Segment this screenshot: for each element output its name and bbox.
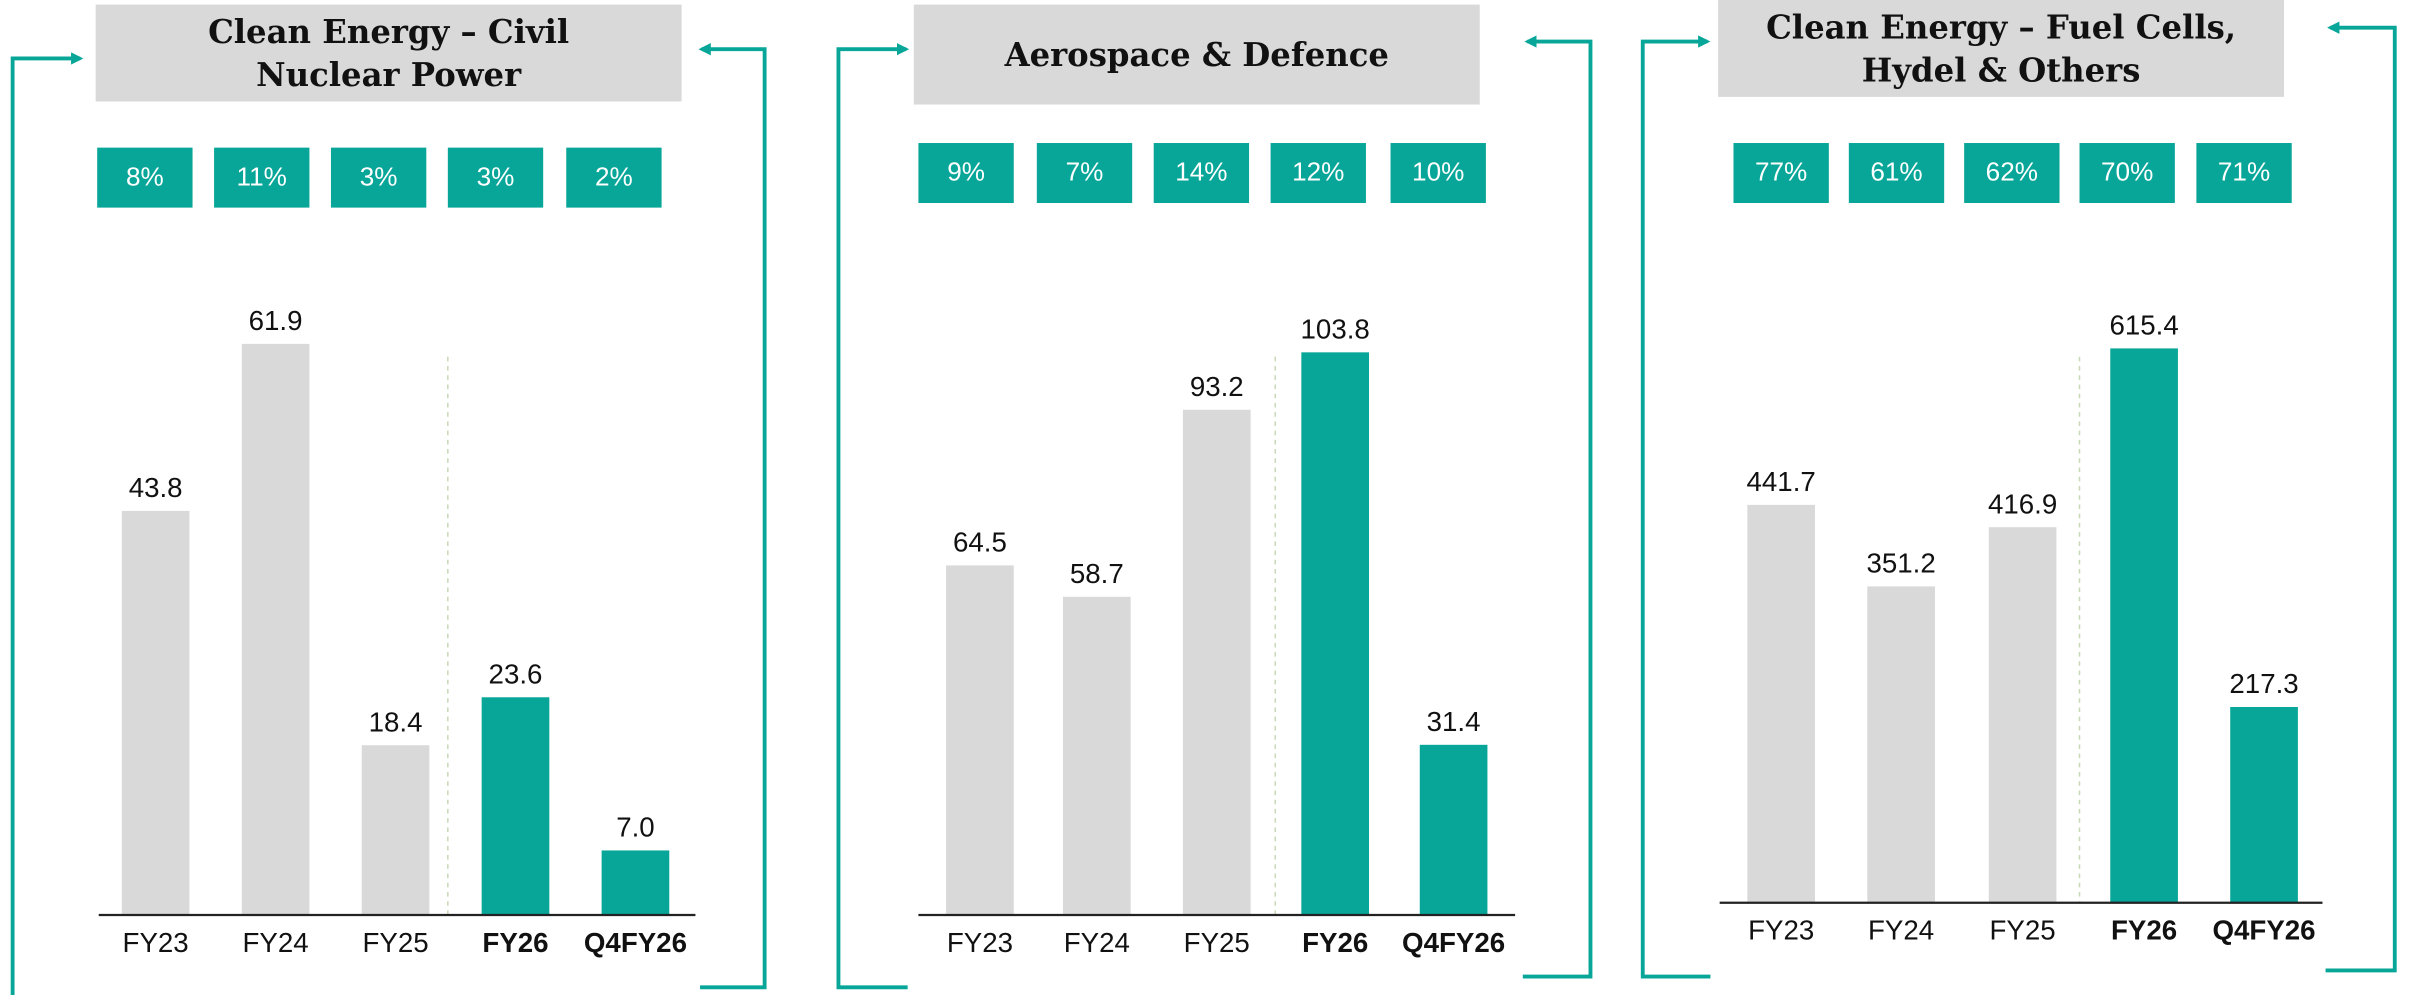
data-label: 18.4 xyxy=(369,706,423,737)
x-tick-label: FY24 xyxy=(243,927,309,958)
bar xyxy=(1062,596,1131,916)
bracket xyxy=(2325,21,2397,973)
x-tick-label: FY23 xyxy=(123,927,189,958)
share-box xyxy=(2196,143,2292,203)
bar xyxy=(1747,504,1815,903)
share-label: 9% xyxy=(947,157,985,187)
x-tick-label: FY26 xyxy=(1302,927,1368,958)
x-tick-label: FY25 xyxy=(1990,915,2056,946)
title-box xyxy=(95,4,682,102)
share-label: 14% xyxy=(1175,157,1227,187)
data-label: 103.8 xyxy=(1301,313,1370,344)
title-holder: Aerospace & Defence xyxy=(1004,34,1389,74)
data-label: 615.4 xyxy=(2109,310,2178,341)
data-label: 217.3 xyxy=(2229,668,2298,699)
title-box xyxy=(913,4,1480,105)
share-label: 7% xyxy=(1066,157,1104,187)
title-box xyxy=(1718,0,2285,97)
bar xyxy=(361,745,430,916)
x-tick-label: FY25 xyxy=(1184,927,1250,958)
share-label: 61% xyxy=(1870,157,1922,187)
data-label: 64.5 xyxy=(953,527,1007,558)
share-box xyxy=(1964,143,2060,203)
share-box xyxy=(330,147,427,208)
x-tick-label: FY26 xyxy=(2111,915,2177,946)
share-label: 11% xyxy=(237,161,287,191)
bracket xyxy=(10,52,84,995)
share-box xyxy=(97,147,193,208)
x-tick-label: Q4FY26 xyxy=(584,927,687,958)
share-box xyxy=(1036,143,1133,203)
share-label: 77% xyxy=(1755,157,1807,187)
share-box xyxy=(1733,143,1829,203)
share-label: 3% xyxy=(360,161,398,191)
x-tick-label: FY23 xyxy=(1748,915,1814,946)
share-label: 71% xyxy=(2218,157,2270,187)
share-box xyxy=(1270,143,1366,203)
share-label: 12% xyxy=(1292,157,1344,187)
bar xyxy=(1301,352,1370,916)
share-label: 8% xyxy=(126,161,164,191)
share-box xyxy=(1390,143,1486,203)
data-label: 61.9 xyxy=(249,305,303,336)
bracket xyxy=(1522,35,1593,979)
bar xyxy=(481,697,550,916)
share-box xyxy=(447,147,544,208)
bracket xyxy=(1640,35,1711,979)
data-label: 58.7 xyxy=(1070,558,1124,589)
bar xyxy=(2230,706,2298,903)
data-label: 7.0 xyxy=(616,812,654,843)
bar xyxy=(241,343,310,916)
share-label: 70% xyxy=(2101,157,2153,187)
title-holder: Clean Energy – Fuel Cells, Hydel & Other… xyxy=(1766,6,2237,89)
x-tick-label: FY23 xyxy=(947,927,1013,958)
data-label: 441.7 xyxy=(1747,466,1816,497)
share-box xyxy=(2079,143,2175,203)
title-holder: Clean Energy – Civil Nuclear Power xyxy=(208,11,570,94)
brackets xyxy=(10,21,2397,995)
bar xyxy=(1988,527,2057,903)
share-box xyxy=(1153,143,1250,203)
bracket xyxy=(836,43,910,990)
x-tick-label: FY24 xyxy=(1064,927,1130,958)
bar xyxy=(946,565,1014,916)
share-box xyxy=(918,143,1014,203)
share-label: 10% xyxy=(1412,157,1464,187)
share-label: 62% xyxy=(1986,157,2038,187)
share-label: 3% xyxy=(477,161,515,191)
data-label: 43.8 xyxy=(129,472,183,503)
share-label: 2% xyxy=(595,161,633,191)
data-label: 31.4 xyxy=(1427,706,1481,737)
data-label: 416.9 xyxy=(1988,488,2057,519)
bar xyxy=(601,850,670,916)
share-box xyxy=(566,147,662,208)
data-label: 351.2 xyxy=(1866,548,1935,579)
x-tick-label: Q4FY26 xyxy=(1402,927,1505,958)
x-tick-label: FY24 xyxy=(1868,915,1934,946)
share-box xyxy=(214,147,310,208)
chart-title: Clean Energy – Fuel Cells, Hydel & Other… xyxy=(1766,6,2237,89)
share-box xyxy=(1848,143,1945,203)
x-tick-label: FY26 xyxy=(482,927,548,958)
data-label: 93.2 xyxy=(1190,371,1244,402)
bracket xyxy=(698,43,767,990)
bar xyxy=(2110,348,2178,903)
chart-title: Aerospace & Defence xyxy=(1004,34,1389,74)
data-label: 23.6 xyxy=(489,658,543,689)
x-tick-label: Q4FY26 xyxy=(2213,915,2316,946)
bar xyxy=(1182,409,1251,916)
bar xyxy=(1419,744,1488,916)
chart-title: Clean Energy – Civil Nuclear Power xyxy=(208,11,570,94)
bar xyxy=(121,510,190,916)
bar xyxy=(1867,586,1935,903)
x-tick-label: FY25 xyxy=(362,927,428,958)
